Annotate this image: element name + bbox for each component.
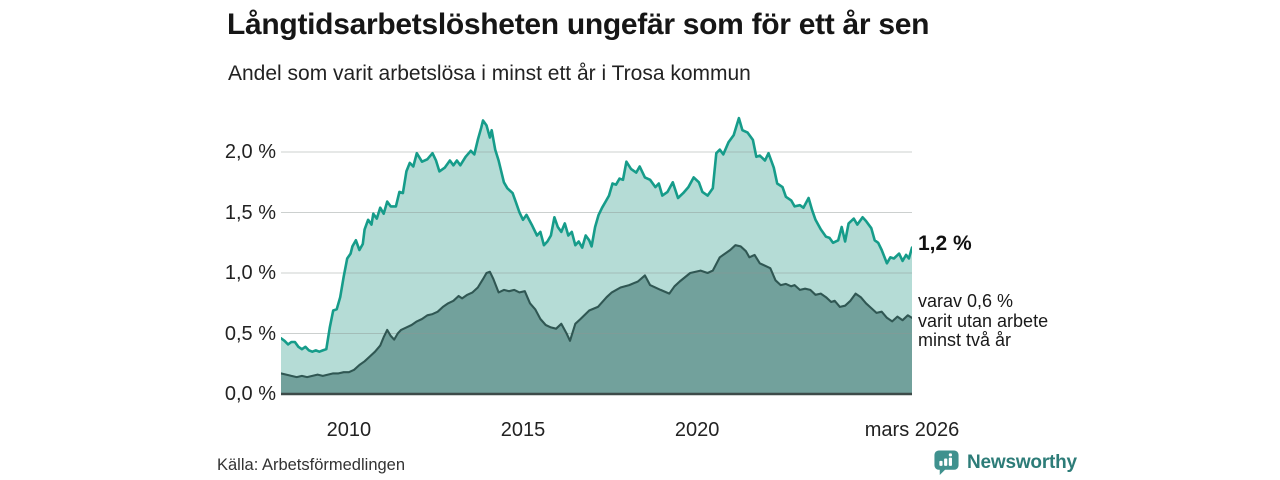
series-line-two-years — [281, 244, 912, 379]
annotation-line: varit utan arbete — [918, 310, 1049, 331]
area-fill-two-years — [281, 245, 912, 394]
annotation-line: minst två år — [918, 330, 1012, 350]
y-tick-label: 2,0 % — [224, 141, 276, 163]
y-tick-label: 0,5 % — [224, 322, 276, 345]
bar-tall — [948, 457, 952, 466]
x-tick-label: 2010 — [326, 419, 372, 441]
newsworthy-wordmark: Newsworthy — [967, 451, 1077, 473]
x-tick-label: 2015 — [500, 419, 546, 441]
exclamation-dot — [948, 453, 952, 457]
y-tick-label: 0,0 % — [224, 383, 276, 405]
y-tick-label: 1,0 % — [224, 262, 276, 284]
series-line-one-year — [281, 116, 912, 353]
latest-value-annotation: 1,2 % — [918, 232, 972, 255]
x-tick-label: mars 2026 — [864, 419, 960, 441]
annotation-line: varav 0,6 % — [918, 291, 1014, 311]
chart-subtitle: Andel som varit arbetslösa i minst ett å… — [228, 62, 751, 85]
newsworthy-branding: Newsworthy — [933, 449, 1077, 476]
y-tick-label: 1,5 % — [224, 201, 276, 224]
two-year-share-annotation: varav 0,6 % varit utan arbete minst två … — [918, 291, 1049, 351]
source-credit: Källa: Arbetsförmedlingen — [217, 456, 406, 474]
newsworthy-logo-icon — [934, 450, 959, 476]
chart-title: Långtidsarbetslösheten ungefär som för e… — [227, 8, 930, 41]
x-tick-label: 2020 — [674, 419, 720, 441]
bar-short — [939, 460, 943, 466]
bar-medium — [944, 458, 948, 466]
stacked-area-chart — [281, 116, 912, 396]
